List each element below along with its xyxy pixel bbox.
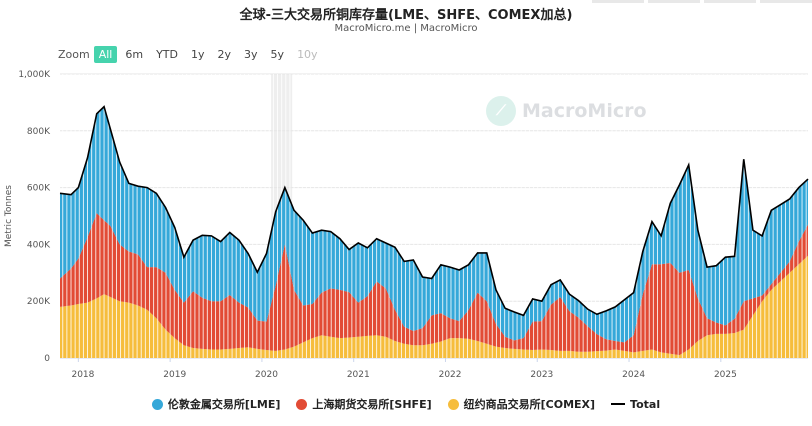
range-button-6m[interactable]: 6m <box>125 48 144 61</box>
range-button-ytd[interactable]: YTD <box>156 48 178 61</box>
legend-item-lme[interactable]: 伦敦金属交易所[LME] <box>151 396 281 412</box>
legend-label: Total <box>630 397 661 411</box>
top-tab[interactable] <box>592 0 644 3</box>
y-axis-title: Metric Tonnes <box>4 185 14 247</box>
top-tab[interactable] <box>704 0 756 3</box>
range-button-5y[interactable]: 5y <box>270 48 285 61</box>
chart-title: 全球-三大交易所铜库存量(LME、SHFE、COMEX加总) <box>239 8 573 23</box>
x-tick-label: 2018 <box>71 370 94 380</box>
x-tick-label: 2021 <box>347 370 370 380</box>
chart-canvas: 0 200K 400K 600K 800K 1,000K Metric Tonnes 2018… <box>4 70 809 380</box>
legend-item-comex[interactable]: 纽约商品交易所[COMEX] <box>447 396 596 412</box>
area-comex <box>60 255 808 358</box>
line-total <box>59 105 809 317</box>
top-tab[interactable] <box>760 0 812 3</box>
x-tick-label: 2025 <box>714 370 737 380</box>
legend-label: 纽约商品交易所[COMEX] <box>463 398 596 411</box>
range-selector: Zoom All 6m YTD 1y 2y 3y 5y 10y <box>58 46 326 63</box>
y-tick-label: 0 <box>44 354 50 364</box>
x-tick-label: 2024 <box>622 370 645 380</box>
legend: 伦敦金属交易所[LME] 上海期货交易所[SHFE] 纽约商品交易所[COMEX… <box>0 396 812 412</box>
y-tick-label: 400K <box>27 240 51 250</box>
x-tick-label: 2019 <box>163 370 186 380</box>
x-tick-label: 2022 <box>439 370 462 380</box>
top-tab[interactable] <box>648 0 700 3</box>
legend-dot-icon <box>151 398 163 410</box>
watermark-text: MacroMicro <box>522 100 647 122</box>
y-tick-label: 200K <box>27 297 51 307</box>
y-tick-label: 800K <box>27 127 51 137</box>
range-button-10y[interactable]: 10y <box>297 48 318 61</box>
legend-dot-icon <box>296 398 308 410</box>
top-tabs <box>592 0 812 3</box>
legend-label: 伦敦金属交易所[LME] <box>167 398 281 411</box>
y-tick-label: 1,000K <box>18 70 51 80</box>
watermark: ⟋ MacroMicro <box>486 96 647 126</box>
area-lme <box>60 106 808 343</box>
range-button-2y[interactable]: 2y <box>217 48 232 61</box>
range-button-all[interactable]: All <box>93 46 118 63</box>
zoom-label: Zoom <box>58 48 90 61</box>
range-button-1y[interactable]: 1y <box>191 48 205 61</box>
legend-item-shfe[interactable]: 上海期货交易所[SHFE] <box>296 396 432 412</box>
legend-item-total[interactable]: Total <box>611 396 660 412</box>
area-shfe <box>60 213 808 356</box>
watermark-logo-icon: ⟋ <box>486 96 516 126</box>
chart-subtitle: MacroMicro.me | MacroMicro <box>334 23 478 34</box>
legend-label: 上海期货交易所[SHFE] <box>312 398 432 411</box>
x-tick-label: 2020 <box>255 370 278 380</box>
x-tick-label: 2023 <box>530 370 553 380</box>
legend-dot-icon <box>447 398 459 410</box>
range-button-3y[interactable]: 3y <box>244 48 258 61</box>
y-tick-label: 600K <box>27 184 51 194</box>
legend-line-icon <box>611 403 626 405</box>
